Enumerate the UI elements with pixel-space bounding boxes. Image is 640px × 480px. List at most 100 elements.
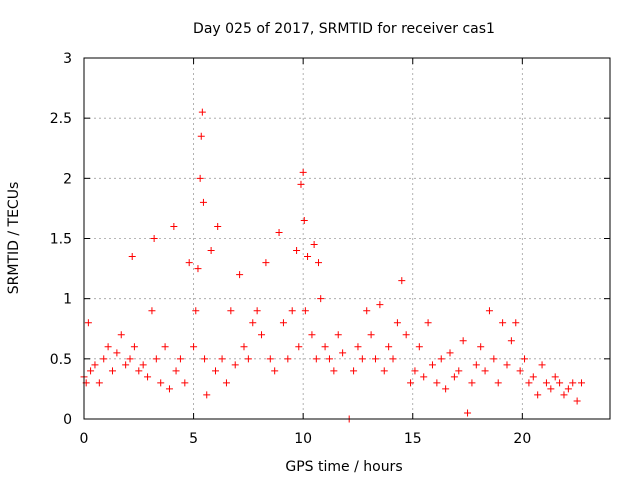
data-point (214, 222, 222, 230)
y-tick-label: 1.5 (50, 232, 72, 248)
data-point (240, 343, 248, 351)
data-point (122, 361, 130, 369)
data-point (144, 373, 152, 381)
data-point (512, 319, 520, 327)
data-point (402, 331, 410, 339)
data-point (244, 355, 252, 363)
data-point (249, 319, 257, 327)
data-point (415, 343, 423, 351)
data-point (130, 343, 138, 351)
data-point (279, 319, 287, 327)
x-tick-label: 15 (404, 431, 422, 447)
data-point (227, 307, 235, 315)
plot-frame (83, 57, 611, 420)
data-point (494, 379, 502, 387)
y-tick-label: 0.5 (50, 352, 72, 368)
data-point (481, 367, 489, 375)
data-point (350, 367, 358, 375)
data-point (271, 367, 279, 375)
data-point (128, 253, 136, 261)
data-point (371, 355, 379, 363)
data-point (503, 361, 511, 369)
data-point (442, 385, 450, 393)
data-point (139, 361, 147, 369)
data-point (560, 391, 568, 399)
data-point (464, 409, 472, 417)
data-point (198, 108, 206, 116)
data-point (398, 277, 406, 285)
data-point (551, 373, 559, 381)
data-point (529, 373, 537, 381)
data-point (275, 228, 283, 236)
data-point (95, 379, 103, 387)
chart-title: Day 025 of 2017, SRMTID for receiver cas… (193, 21, 495, 37)
data-point (450, 373, 458, 381)
data-point (199, 198, 207, 206)
data-point (312, 355, 320, 363)
data-point (212, 367, 219, 375)
data-point (477, 343, 485, 351)
data-point (207, 247, 215, 255)
data-point (330, 367, 338, 375)
data-point (525, 379, 533, 387)
data-point (222, 379, 230, 387)
data-point (165, 385, 173, 393)
data-point (521, 355, 529, 363)
data-point (203, 391, 211, 399)
data-point (258, 331, 266, 339)
data-point (433, 379, 441, 387)
y-tick-label: 3 (63, 51, 72, 67)
data-point (455, 367, 463, 375)
data-point (157, 379, 165, 387)
data-point (424, 319, 432, 327)
data-point (288, 307, 296, 315)
data-point (334, 331, 342, 339)
data-point (363, 307, 371, 315)
x-axis-label: GPS time / hours (285, 459, 402, 475)
data-point (380, 367, 388, 375)
data-point (266, 355, 274, 363)
data-point (407, 379, 415, 387)
x-tick-label: 20 (513, 431, 531, 447)
data-point (564, 385, 572, 393)
data-point (148, 307, 156, 315)
data-point (181, 379, 189, 387)
data-point (310, 241, 318, 249)
data-point (556, 379, 564, 387)
data-point (538, 361, 546, 369)
data-point (293, 247, 301, 255)
data-point (113, 349, 121, 357)
data-point (176, 355, 184, 363)
data-point (317, 295, 325, 303)
data-point (135, 367, 143, 375)
data-point (367, 331, 375, 339)
y-tick-label: 0 (63, 412, 72, 428)
data-point (459, 337, 467, 345)
data-point (428, 361, 436, 369)
data-point (446, 349, 454, 357)
data-point (354, 343, 362, 351)
data-point (172, 367, 180, 375)
data-point (304, 253, 312, 261)
data-point (231, 361, 239, 369)
data-point (437, 355, 445, 363)
data-point (420, 373, 428, 381)
data-point (411, 367, 419, 375)
data-point (253, 307, 261, 315)
data-point (339, 349, 347, 357)
data-point (262, 259, 270, 267)
data-point (507, 337, 515, 345)
data-point (516, 367, 524, 375)
data-point (295, 343, 303, 351)
data-point (236, 271, 244, 279)
data-point (393, 319, 401, 327)
data-point (385, 343, 393, 351)
y-tick-label: 1 (63, 292, 72, 308)
data-point (84, 319, 92, 327)
data-point (376, 301, 384, 309)
data-point (104, 343, 112, 351)
data-point (358, 355, 366, 363)
data-point (542, 379, 550, 387)
data-point (578, 379, 586, 387)
